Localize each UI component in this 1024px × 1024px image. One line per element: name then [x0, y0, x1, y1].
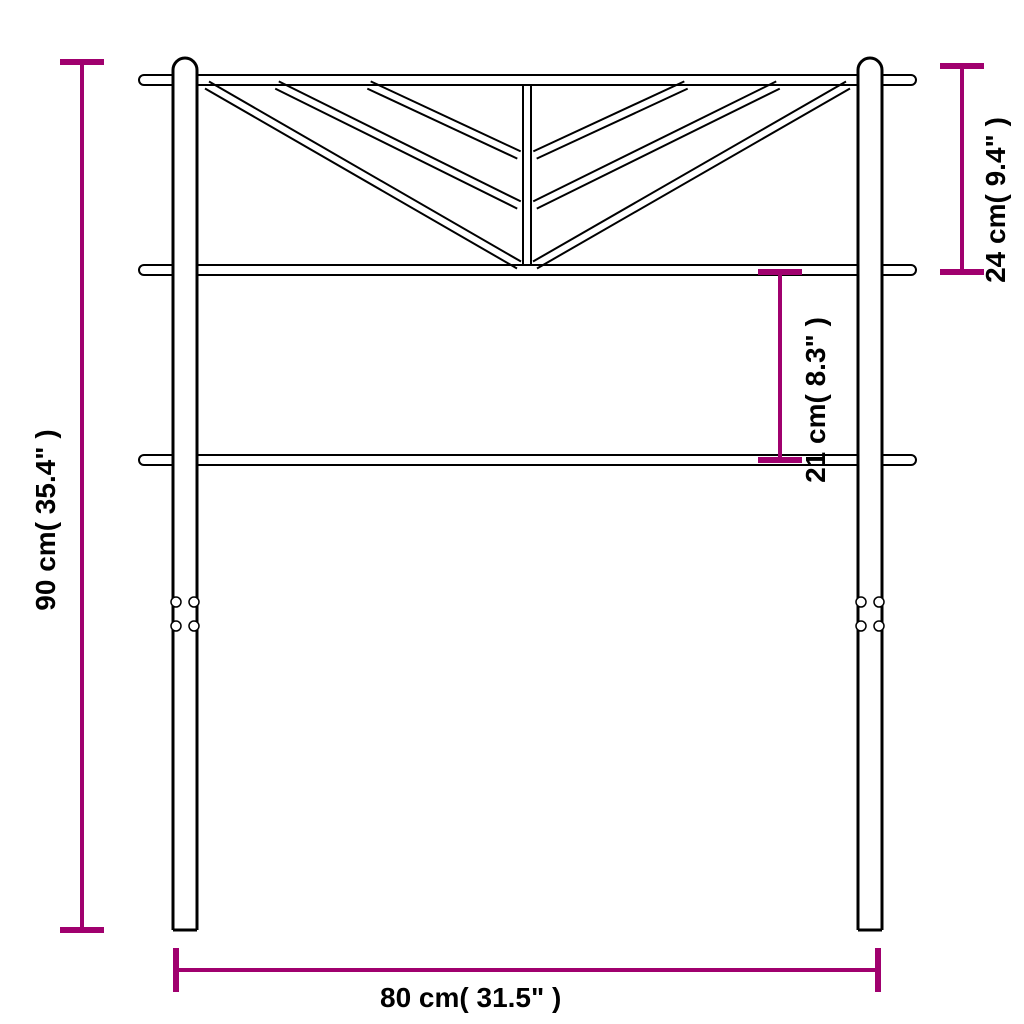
label-height-total: 90 cm( 35.4" )	[30, 429, 62, 610]
label-width-total: 80 cm( 31.5" )	[380, 982, 561, 1014]
label-mid-gap-h: 21 cm( 8.3" )	[800, 317, 832, 483]
label-top-panel-h: 24 cm( 9.4" )	[980, 117, 1012, 283]
diagram-svg	[0, 0, 1024, 1024]
